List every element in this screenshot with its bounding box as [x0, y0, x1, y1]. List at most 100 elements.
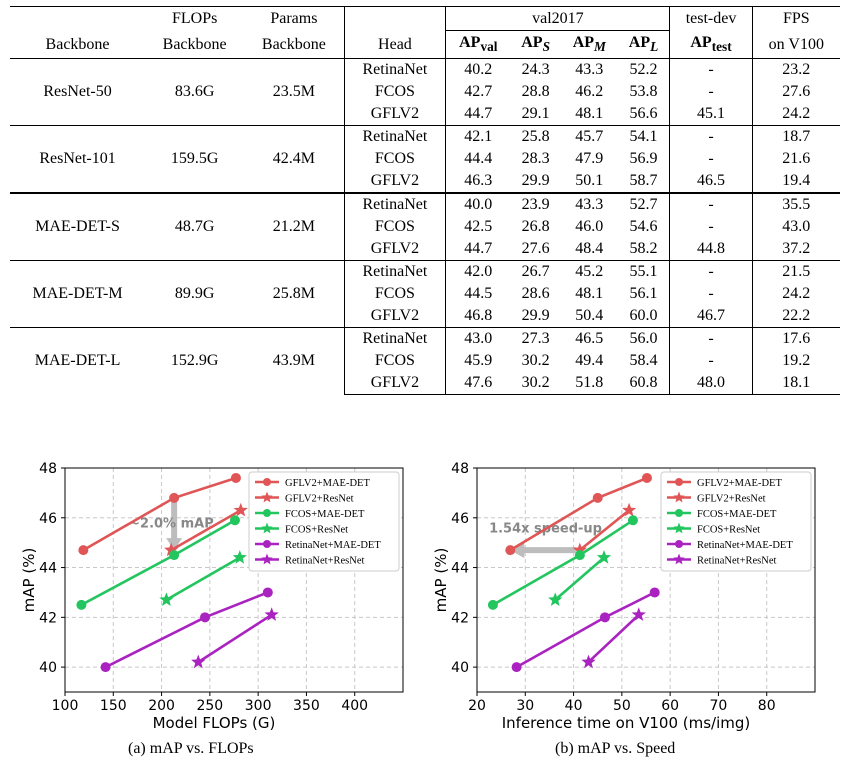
header-val2017: val2017 — [445, 6, 670, 31]
x-tick-label: 60 — [661, 698, 679, 714]
cell-fps: 23.2 — [751, 58, 840, 82]
cell-flops: 83.6G — [145, 58, 245, 126]
data-point-circle — [78, 545, 89, 556]
cell-ap-val: 42.5 — [445, 216, 511, 239]
data-point-circle — [627, 515, 638, 526]
series-line — [197, 613, 273, 664]
table-row: FCOS 42.7 28.8 46.2 53.8-27.6 — [10, 81, 840, 104]
header-backbone: Backbone — [45, 35, 110, 53]
cell-ap-l: 60.8 — [617, 372, 670, 396]
header-flops-backbone: Backbone — [162, 35, 227, 53]
cell-head: RetinaNet — [343, 125, 446, 149]
cell-ap-test: - — [669, 192, 753, 217]
cell-ap-test: 46.7 — [669, 305, 753, 328]
table-row: FCOS 42.5 26.8 46.0 54.6-43.0 — [10, 216, 840, 239]
legend-label: RetinaNet+MAE-DET — [697, 540, 793, 551]
cell-ap-test: - — [669, 125, 753, 149]
cell-ap-test: - — [669, 260, 753, 284]
data-point-star — [264, 607, 279, 621]
cell-ap-l: 56.1 — [629, 285, 658, 303]
header-testdev: test-dev — [669, 6, 753, 31]
x-axis-label: Inference time on V100 (ms/img) — [502, 714, 751, 732]
cell-ap-l: 58.4 — [629, 352, 658, 370]
header-params: Params — [244, 6, 345, 31]
cell-ap-val: 43.0 — [445, 327, 511, 351]
data-point-circle — [262, 587, 273, 598]
header-ap-m: APM — [572, 34, 606, 55]
legend-marker-star — [673, 522, 685, 534]
x-tick-label: 250 — [196, 698, 223, 714]
series-line — [105, 591, 269, 669]
x-tick-label: 50 — [613, 698, 631, 714]
data-point-circle — [592, 492, 603, 503]
caption-a: (a) mAP vs. FLOPs — [128, 740, 254, 757]
cell-ap-s: 28.6 — [521, 285, 550, 303]
cell-ap-test: - — [669, 216, 753, 239]
legend-label: RetinaNet+ResNet — [285, 556, 364, 567]
table-header-row-1: FLOPs Params val2017 test-dev FPS — [10, 6, 840, 31]
cell-ap-m: 47.9 — [575, 150, 604, 168]
cell-params: 25.8M — [244, 260, 345, 328]
y-tick-label: 48 — [451, 461, 469, 477]
data-point-circle — [574, 550, 585, 561]
cell-ap-s: 29.1 — [521, 105, 550, 123]
table-row: FCOS 45.9 30.2 49.4 58.4-19.2 — [10, 350, 840, 373]
cell-flops: 159.5G — [145, 125, 245, 194]
cell-backbone: ResNet-50 — [10, 58, 146, 126]
legend-marker-circle — [675, 509, 683, 517]
table-row: FCOS 44.5 28.6 48.1 56.1-24.2 — [10, 283, 840, 306]
cell-ap-m: 46.2 — [575, 83, 604, 101]
y-tick-label: 44 — [39, 561, 57, 577]
cell-ap-s: 27.3 — [510, 327, 561, 351]
cell-head: RetinaNet — [343, 58, 446, 82]
y-tick-label: 48 — [39, 461, 57, 477]
data-point-circle — [229, 515, 240, 526]
cell-params: 21.2M — [244, 192, 345, 261]
plot-frame — [64, 467, 404, 693]
caption-b: (b) mAP vs. Speed — [555, 740, 676, 757]
header-head: Head — [343, 30, 446, 59]
header-ap-test: APtest — [669, 30, 753, 59]
cell-ap-m: 45.7 — [560, 125, 618, 149]
data-point-circle — [511, 662, 522, 673]
cell-fps: 18.7 — [751, 125, 840, 149]
cell-fps: 19.4 — [751, 170, 840, 194]
x-tick-label: 80 — [758, 698, 776, 714]
legend-box — [660, 471, 812, 572]
legend-marker-circle — [675, 540, 683, 548]
x-axis-label: Model FLOPs (G) — [153, 714, 276, 732]
table-row: MAE-DET-L 152.9G 43.9M RetinaNet 43.0 27.3 46.… — [10, 327, 840, 395]
cell-head: FCOS — [343, 283, 446, 306]
cell-ap-s: 29.9 — [521, 172, 550, 190]
cell-ap-val: 44.5 — [445, 283, 511, 306]
table-row: MAE-DET-S 48.7G 21.2M RetinaNet 40.0 23.9 43.3… — [10, 192, 840, 261]
cell-ap-l: 56.9 — [629, 150, 658, 168]
data-point-star — [233, 502, 248, 517]
cell-ap-val: 40.0 — [445, 192, 511, 217]
cell-ap-m: 48.1 — [575, 105, 604, 123]
annotation-label: ~2.0% mAP — [129, 517, 214, 532]
cell-ap-s: 27.6 — [521, 240, 550, 258]
cell-ap-l: 58.7 — [629, 172, 658, 190]
cell-backbone: MAE-DET-M — [10, 260, 146, 328]
series-line — [515, 591, 656, 669]
data-point-star — [191, 654, 206, 669]
cell-ap-s: 30.2 — [510, 372, 561, 396]
cell-fps: 17.6 — [751, 327, 840, 351]
data-point-circle — [169, 492, 180, 503]
cell-head: RetinaNet — [343, 327, 446, 351]
cell-ap-s: 24.3 — [510, 58, 561, 82]
cell-fps: 21.5 — [751, 260, 840, 284]
x-tick-label: 30 — [516, 698, 534, 714]
data-point-star — [164, 542, 179, 557]
cell-ap-m: 51.8 — [560, 372, 618, 396]
y-tick-label: 44 — [451, 561, 469, 577]
x-tick-label: 40 — [565, 698, 583, 714]
legend-marker-circle — [675, 478, 683, 486]
cell-head: GFLV2 — [343, 305, 446, 328]
data-point-star — [596, 550, 612, 564]
cell-ap-m: 45.2 — [560, 260, 618, 284]
cell-ap-m: 50.4 — [575, 307, 604, 325]
table-row: GFLV2 44.7 29.1 48.1 56.6 45.1 24.2 — [10, 103, 840, 126]
cell-params: 43.9M — [244, 327, 345, 395]
